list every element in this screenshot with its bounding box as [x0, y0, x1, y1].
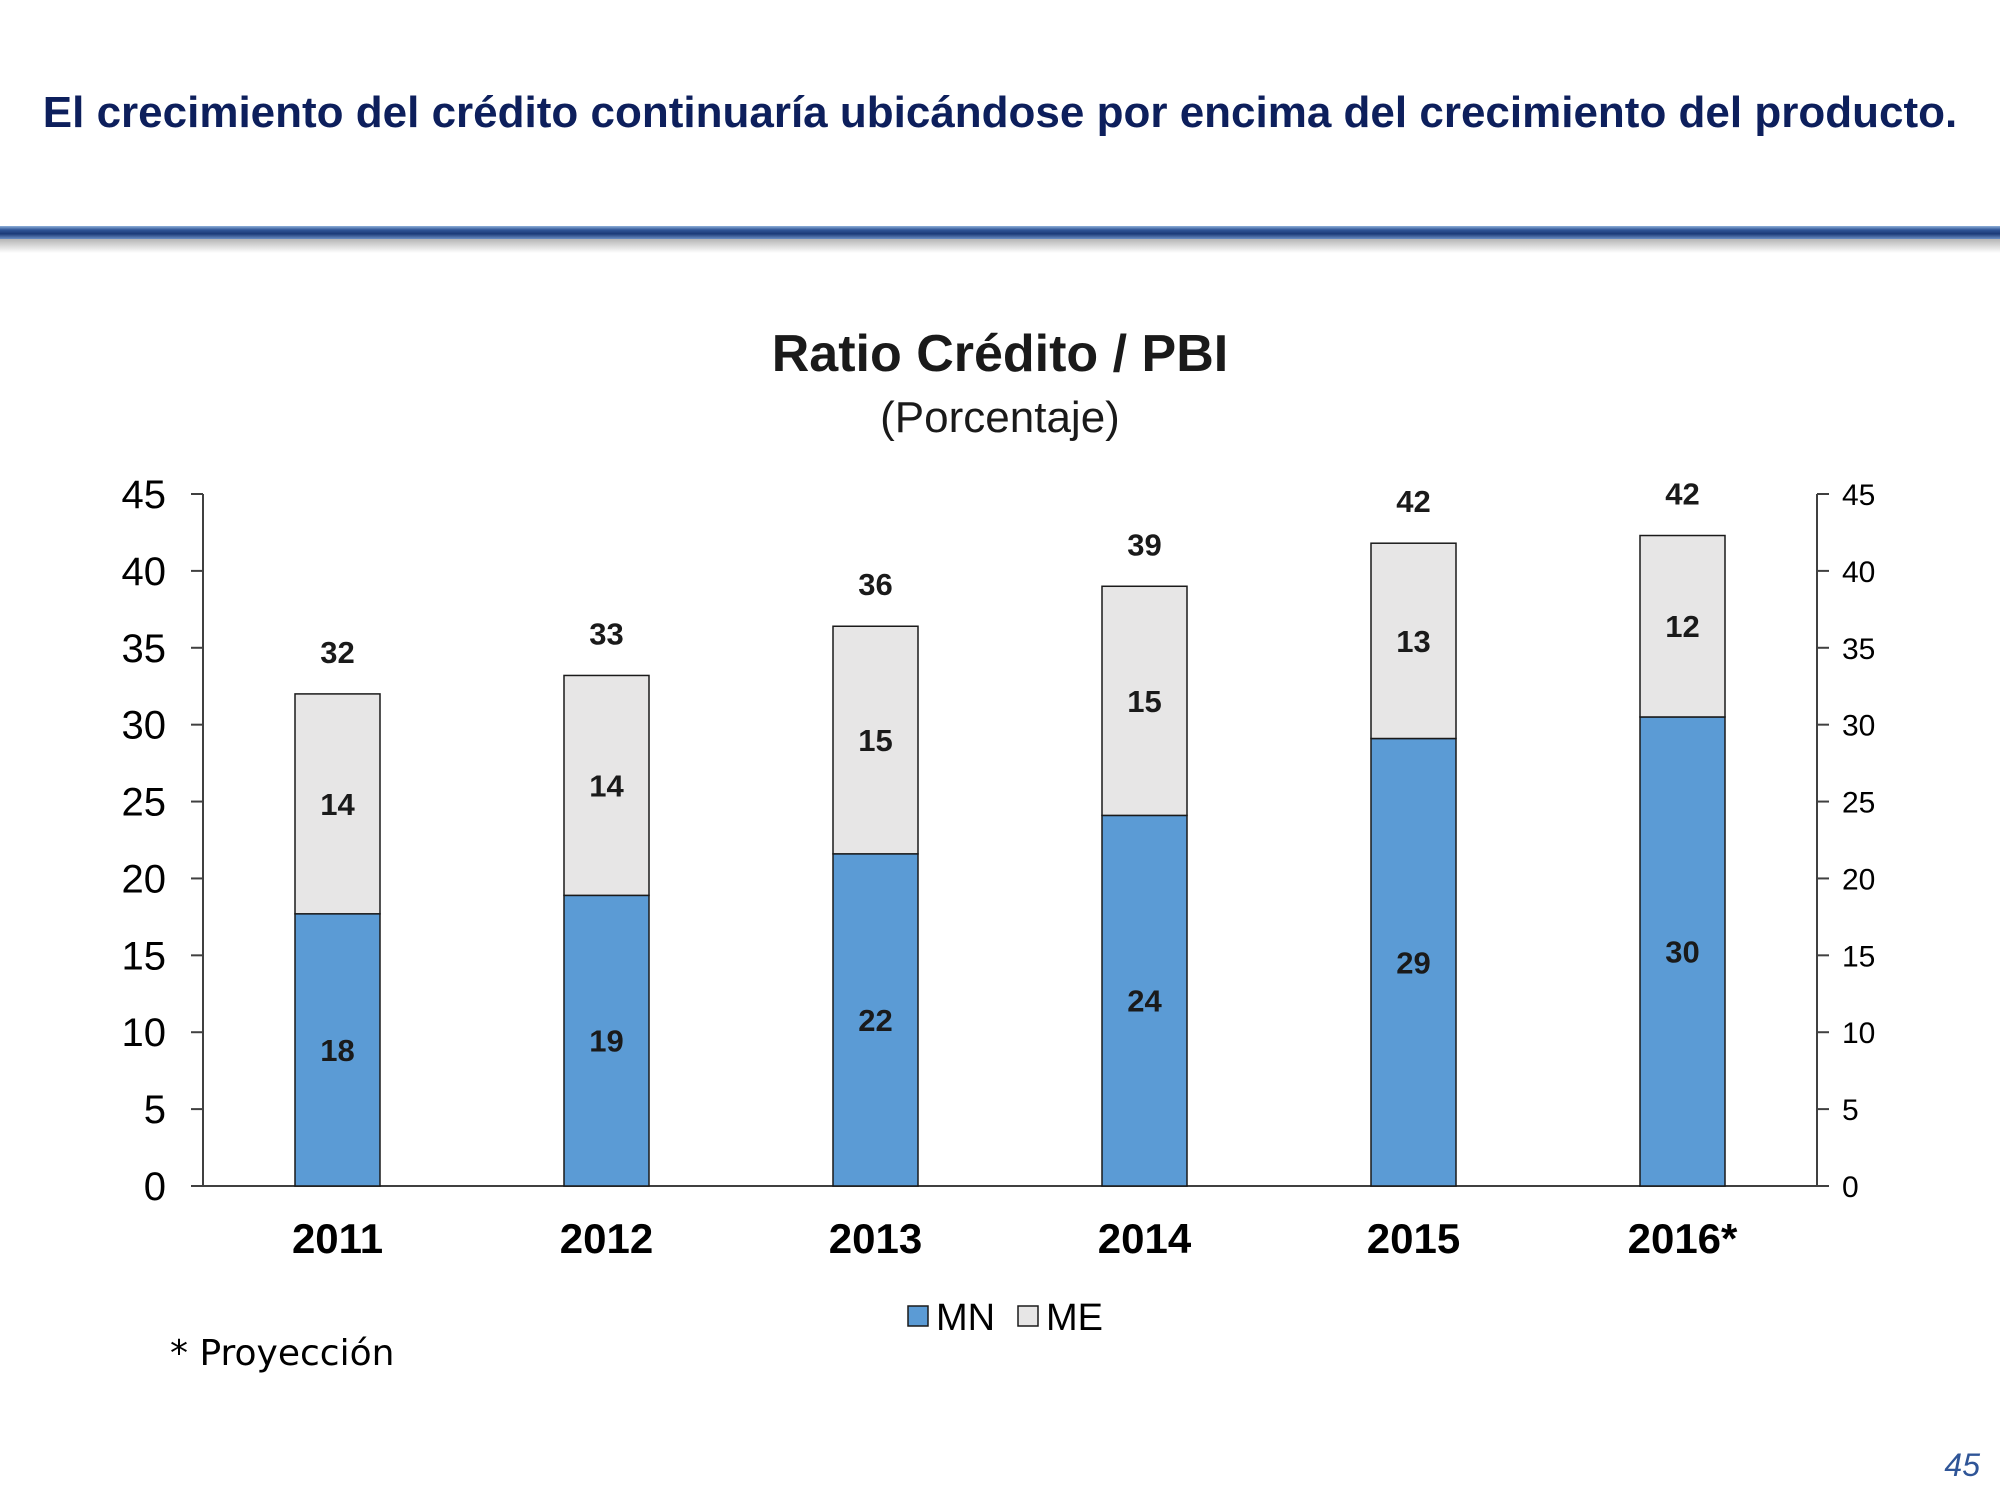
bar-label-me: 15 [858, 723, 892, 758]
bar-label-me: 14 [589, 768, 624, 803]
chart-title: Ratio Crédito / PBI [772, 325, 1228, 383]
y-tick-label-right: 5 [1842, 1094, 1859, 1127]
bar-mn [563, 894, 650, 1187]
y-tick-label-left: 5 [144, 1088, 166, 1132]
x-tick-label: 2012 [560, 1215, 653, 1262]
footnote: * Proyección [170, 1333, 395, 1374]
bar-label-mn: 29 [1396, 945, 1430, 980]
y-tick-label-left: 20 [122, 857, 167, 901]
bar-me [294, 693, 381, 915]
y-tick-label-left: 40 [122, 550, 167, 594]
bar-label-me: 15 [1127, 684, 1161, 719]
bar-label-mn: 18 [320, 1033, 354, 1068]
y-tick-label-right: 15 [1842, 940, 1875, 973]
total-label: 32 [320, 635, 354, 670]
bar-label-mn: 24 [1127, 984, 1162, 1019]
x-tick-label: 2011 [292, 1215, 383, 1262]
bar-mn [294, 913, 381, 1187]
page-number: 45 [1944, 1447, 1980, 1483]
x-tick-label: 2015 [1367, 1215, 1460, 1262]
y-tick-label-left: 45 [122, 473, 167, 517]
y-tick-label-left: 10 [122, 1011, 167, 1055]
bar-label-me: 14 [320, 787, 355, 822]
bar-label-me: 12 [1665, 609, 1699, 644]
title-divider [0, 226, 2000, 239]
bar-me [832, 625, 919, 855]
bar-label-mn: 19 [589, 1024, 623, 1059]
y-tick-label-right: 40 [1842, 556, 1875, 589]
total-label: 36 [858, 567, 892, 602]
y-tick-label-right: 20 [1842, 863, 1875, 896]
plot-area: 0 0 5 5 10 10 15 15 20 20 25 25 30 30 35 35 40 40 45 45 18 14… [122, 473, 1876, 1339]
total-label: 39 [1127, 527, 1161, 562]
bar-me [1639, 534, 1726, 718]
bar-me [1370, 542, 1457, 740]
y-tick-label-right: 35 [1842, 633, 1875, 666]
y-tick-label-right: 0 [1842, 1171, 1859, 1204]
bar-mn [1101, 814, 1188, 1187]
total-label: 42 [1396, 484, 1430, 519]
legend-swatch-mn [907, 1305, 929, 1327]
chart-subtitle: (Porcentaje) [880, 393, 1120, 442]
bar-me [563, 674, 650, 897]
bar-mn [1639, 716, 1726, 1187]
x-tick-label: 2016* [1628, 1215, 1738, 1262]
y-tick-label-right: 30 [1842, 710, 1875, 743]
title-divider-shadow [0, 239, 2000, 253]
y-tick-label-left: 35 [122, 627, 167, 671]
legend-swatch-me [1017, 1305, 1039, 1327]
x-tick-label: 2013 [829, 1215, 922, 1262]
x-tick-label: 2014 [1098, 1215, 1192, 1262]
y-tick-label-right: 10 [1842, 1017, 1875, 1050]
y-tick-label-left: 30 [122, 704, 167, 748]
y-tick-label-right: 25 [1842, 787, 1875, 820]
slide-title: El crecimiento del crédito continuaría u… [42, 88, 1958, 137]
y-tick-label-left: 0 [144, 1165, 166, 1209]
bar-me [1101, 585, 1188, 817]
total-label: 33 [589, 616, 623, 651]
legend-label-me: ME [1046, 1297, 1103, 1339]
y-tick-label-left: 15 [122, 934, 167, 978]
y-tick-label-left: 25 [122, 781, 167, 825]
bar-mn [1370, 737, 1457, 1187]
total-label: 42 [1665, 477, 1699, 512]
legend-label-mn: MN [936, 1297, 995, 1339]
bar-label-mn: 30 [1665, 934, 1699, 969]
bar-label-mn: 22 [858, 1003, 892, 1038]
y-tick-label-right: 45 [1842, 479, 1875, 512]
bar-label-me: 13 [1396, 624, 1430, 659]
